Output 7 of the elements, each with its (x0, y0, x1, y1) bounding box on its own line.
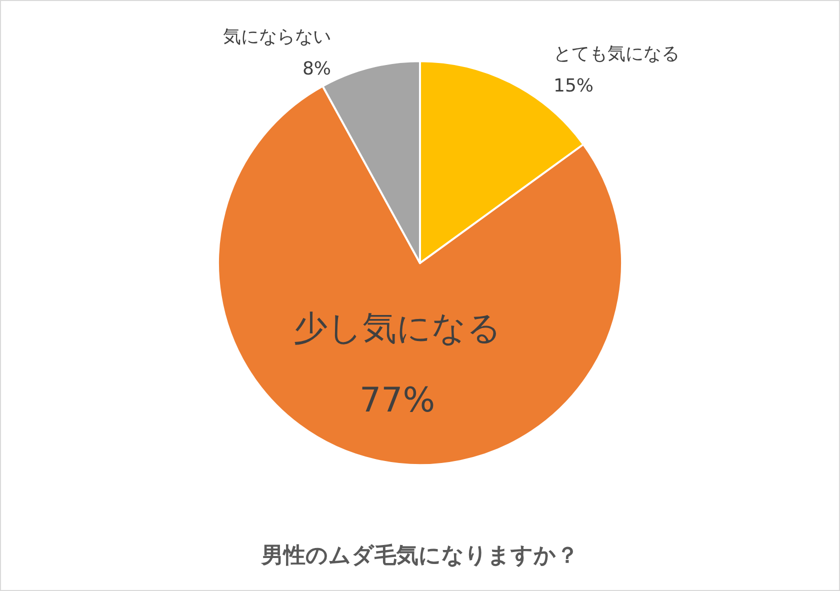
text: 男性のムダ毛気になりますか？ (260, 544, 578, 568)
data-label: 15% (554, 75, 594, 96)
slice-label: とても気になる (554, 43, 680, 64)
data-label: 8% (302, 58, 332, 80)
slice-label: 少し気になる (293, 308, 502, 349)
data-label: 77% (360, 380, 436, 421)
slice-label: 気にならない (223, 26, 332, 48)
